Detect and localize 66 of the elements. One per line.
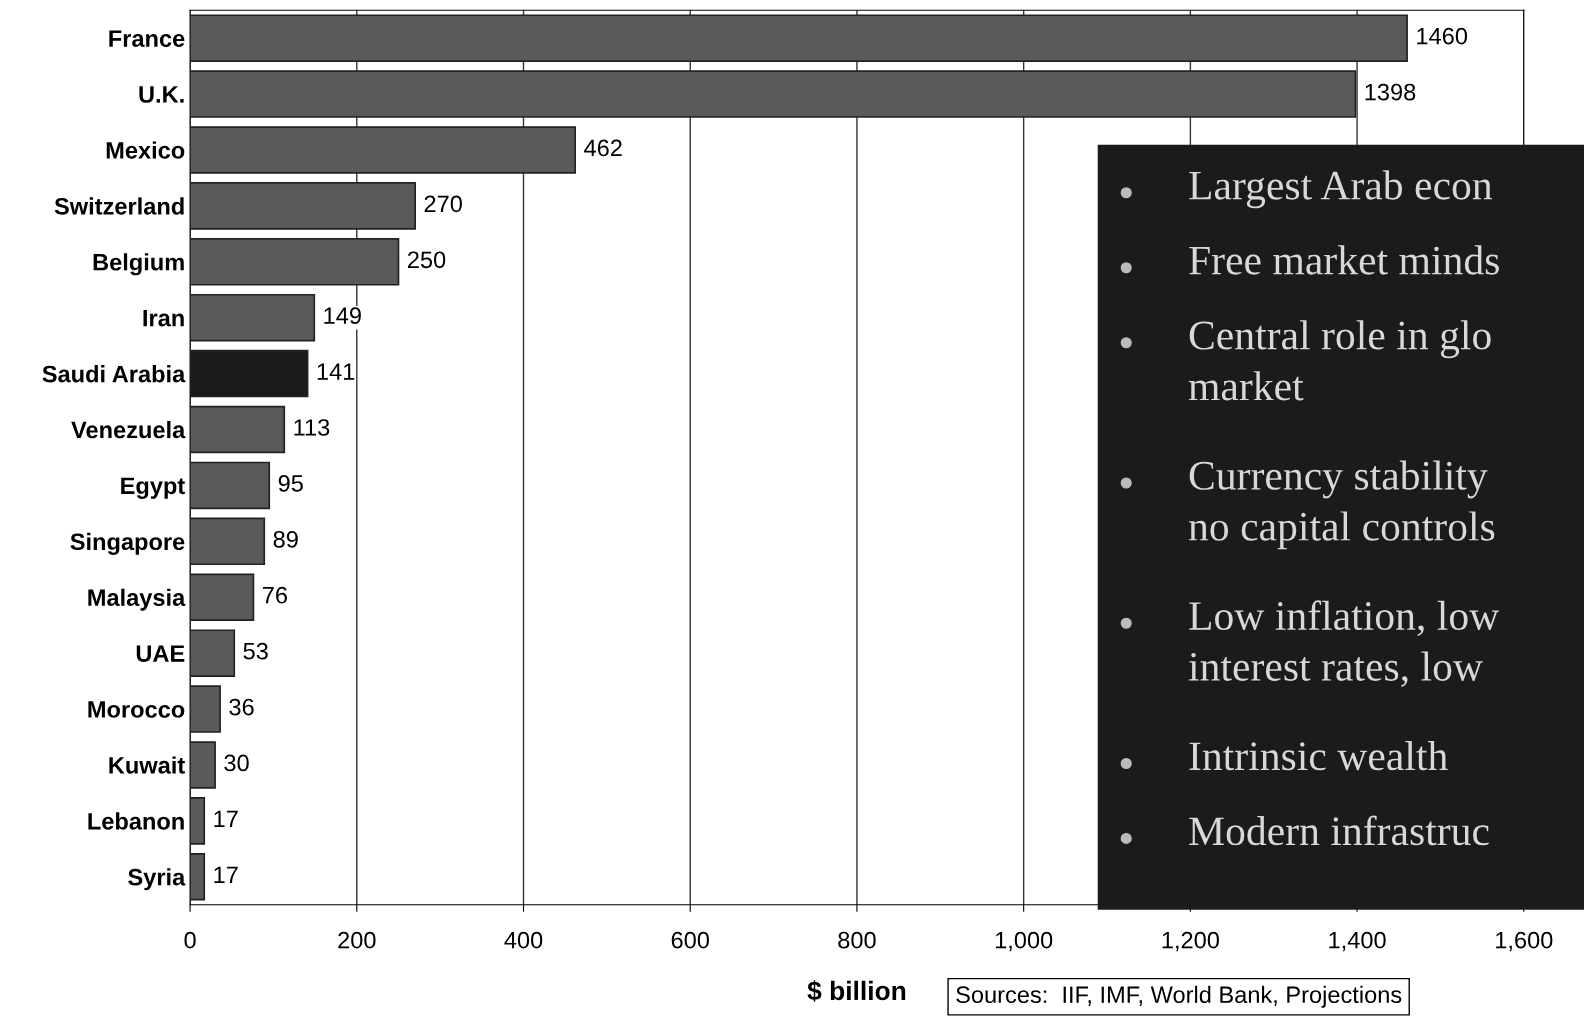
data-label: 53 bbox=[243, 642, 268, 660]
data-label: 250 bbox=[408, 251, 446, 269]
y-tick-label: U.K. bbox=[139, 86, 184, 103]
y-tick-label: Kuwait bbox=[109, 756, 185, 774]
data-label: 17 bbox=[214, 866, 238, 883]
y-tick-label: Singapore bbox=[70, 532, 185, 555]
y-tick-label: Lebanon bbox=[88, 812, 184, 830]
y-tick-label: Malaysia bbox=[88, 588, 186, 611]
y-tick-label: Egypt bbox=[121, 477, 185, 499]
data-label: 1398 bbox=[1365, 83, 1416, 101]
y-tick-label: Switzerland bbox=[54, 197, 184, 215]
bar bbox=[190, 741, 216, 789]
bar bbox=[190, 573, 255, 621]
x-tick-label: 800 bbox=[838, 931, 876, 949]
bar bbox=[190, 797, 206, 845]
data-label: 76 bbox=[262, 586, 287, 604]
data-label: 36 bbox=[229, 698, 254, 716]
bar bbox=[190, 126, 577, 174]
y-tick-label: France bbox=[109, 30, 185, 47]
data-label: 270 bbox=[424, 195, 462, 213]
bar bbox=[190, 293, 316, 342]
bar bbox=[190, 349, 309, 398]
data-label: 113 bbox=[294, 419, 330, 436]
annotation: Intrinsic wealth bbox=[1189, 741, 1448, 771]
bar bbox=[190, 853, 206, 901]
bar bbox=[190, 629, 236, 677]
bar bbox=[190, 70, 1357, 118]
source-note: Sources: IIF, IMF, World Bank, Projections bbox=[956, 985, 1402, 1008]
x-tick-label: 200 bbox=[338, 931, 376, 949]
data-label: 17 bbox=[214, 810, 238, 827]
data-label: 95 bbox=[278, 475, 303, 492]
annotation: Low inflation, low interest rates, low bbox=[1188, 600, 1500, 687]
x-tick-label: 1,600 bbox=[1496, 931, 1553, 952]
data-label: 89 bbox=[273, 530, 298, 548]
annotation: Modern infrastruc bbox=[1189, 815, 1489, 846]
bar bbox=[190, 461, 271, 510]
y-tick-label: UAE bbox=[136, 645, 185, 662]
x-tick-label: 1,200 bbox=[1162, 931, 1219, 952]
y-tick-label: Belgium bbox=[93, 253, 184, 276]
bar bbox=[190, 405, 286, 454]
bar bbox=[190, 14, 1408, 62]
bar bbox=[190, 182, 416, 230]
y-tick-label: Saudi Arabia bbox=[42, 365, 186, 383]
bar bbox=[190, 685, 221, 733]
data-label: 141 bbox=[317, 363, 355, 380]
annotation: Currency stability no capital controls bbox=[1188, 460, 1495, 550]
x-tick-label: 1,400 bbox=[1329, 931, 1386, 952]
x-axis-title: $ billion bbox=[807, 980, 906, 1002]
x-tick-label: 0 bbox=[184, 931, 196, 949]
x-tick-label: 400 bbox=[504, 931, 543, 949]
annotation: Largest Arab econ bbox=[1189, 170, 1493, 209]
data-label: 462 bbox=[584, 139, 622, 157]
x-tick-label: 600 bbox=[671, 931, 709, 949]
data-label: 149 bbox=[324, 307, 361, 325]
y-tick-label: Mexico bbox=[106, 141, 185, 159]
annotation: Free market minds bbox=[1189, 245, 1499, 275]
data-label: 1460 bbox=[1417, 27, 1468, 45]
bar bbox=[190, 238, 400, 286]
data-label: 30 bbox=[224, 754, 249, 772]
y-tick-label: Iran bbox=[143, 310, 184, 327]
annotation: Central role in glo market bbox=[1188, 320, 1491, 401]
y-tick-label: Syria bbox=[128, 868, 186, 891]
y-tick-label: Venezuela bbox=[71, 420, 186, 439]
bar bbox=[190, 517, 266, 566]
x-tick-label: 1,000 bbox=[995, 931, 1053, 952]
y-tick-label: Morocco bbox=[88, 701, 185, 718]
